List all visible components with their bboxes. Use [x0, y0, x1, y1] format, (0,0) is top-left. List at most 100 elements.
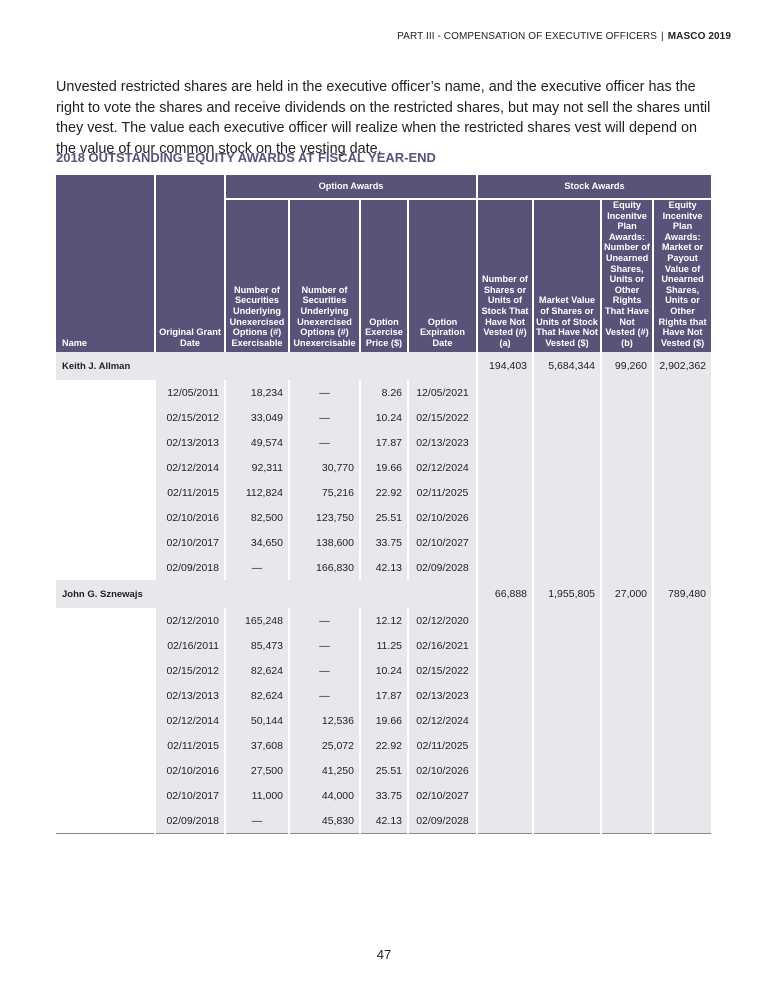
blank-cell — [56, 608, 155, 634]
empty-cell — [476, 405, 534, 431]
empty-cell — [600, 480, 654, 506]
grant-row: 02/12/2010 165,248—12.12 02/12/2020 — [56, 608, 712, 634]
cell: 99,260 — [600, 352, 654, 381]
column-header: Equity Incenitve Plan Awards: Number of … — [600, 199, 654, 353]
cell: 02/15/2022 — [406, 405, 478, 431]
empty-cell — [600, 658, 654, 684]
empty-cell — [532, 783, 602, 809]
empty-cell — [532, 708, 602, 734]
blank-cell — [56, 530, 155, 556]
empty-cell — [532, 455, 602, 481]
blank-cell — [56, 455, 155, 481]
empty-cell — [652, 758, 712, 784]
cell: 42.13 — [359, 555, 408, 581]
cell: 44,000 — [288, 783, 360, 809]
empty-cell — [476, 380, 534, 406]
empty-cell — [652, 683, 712, 709]
empty-cell — [476, 480, 534, 506]
empty-cell — [532, 633, 602, 659]
page-number: 47 — [376, 947, 392, 962]
empty-cell — [532, 430, 602, 456]
cell: 02/15/2022 — [406, 658, 478, 684]
empty-cell — [652, 505, 712, 531]
empty-cell — [652, 430, 712, 456]
cell: 02/10/2017 — [154, 783, 225, 809]
intro-paragraph: Unvested restricted shares are held in t… — [56, 79, 711, 157]
blank-cell — [56, 555, 155, 581]
empty-cell — [600, 555, 654, 581]
empty-cell — [532, 733, 602, 759]
cell: 02/16/2021 — [406, 633, 478, 659]
cell: — — [288, 405, 360, 431]
cell: 165,248 — [224, 608, 289, 634]
cell: 02/12/2014 — [154, 708, 225, 734]
empty-cell — [600, 783, 654, 809]
column-header: Number of Securities Underlying Unexerci… — [224, 199, 289, 353]
cell: 27,500 — [224, 758, 289, 784]
cell: 25.51 — [359, 505, 408, 531]
empty-cell — [652, 380, 712, 406]
cell: 11,000 — [224, 783, 289, 809]
grant-row: 02/09/2018—166,830 42.13 02/09/2028 — [56, 555, 712, 581]
cell: — — [288, 633, 360, 659]
cell: 8.26 — [359, 380, 408, 406]
grant-row: 02/10/2016 82,500 123,750 25.51 02/10/2026 — [56, 505, 712, 531]
empty-cell — [476, 808, 534, 835]
empty-cell — [532, 555, 602, 581]
empty-cell — [600, 758, 654, 784]
cell: 112,824 — [224, 480, 289, 506]
cell: 33.75 — [359, 530, 408, 556]
empty-cell — [652, 633, 712, 659]
empty-cell — [476, 683, 534, 709]
cell: 02/09/2018 — [154, 555, 225, 581]
cell: 02/13/2023 — [406, 430, 478, 456]
empty-cell — [600, 380, 654, 406]
grant-row: 02/10/2016 27,500 41,250 25.51 02/10/2026 — [56, 758, 712, 784]
cell: 02/10/2026 — [406, 505, 478, 531]
cell: 42.13 — [359, 808, 408, 835]
empty-cell — [652, 555, 712, 581]
cell: 02/12/2024 — [406, 708, 478, 734]
empty-cell — [532, 530, 602, 556]
cell: 02/12/2010 — [154, 608, 225, 634]
cell: 02/09/2028 — [406, 555, 478, 581]
cell: 02/13/2013 — [154, 683, 225, 709]
cell: 41,250 — [288, 758, 360, 784]
cell: 02/12/2024 — [406, 455, 478, 481]
cell: 02/11/2025 — [406, 480, 478, 506]
column-header: Option Expiration Date — [406, 199, 478, 353]
empty-cell — [652, 405, 712, 431]
cell: 34,650 — [224, 530, 289, 556]
cell: 17.87 — [359, 430, 408, 456]
grant-row: 02/09/2018—45,830 42.13 02/09/2028 — [56, 808, 712, 835]
blank-cell — [56, 733, 155, 759]
cell: 19.66 — [359, 708, 408, 734]
empty-cell — [652, 530, 712, 556]
grant-row: 02/15/2012 82,624—10.24 02/15/2022 — [56, 658, 712, 684]
empty-cell — [532, 608, 602, 634]
cell: 12/05/2021 — [406, 380, 478, 406]
column-header: Equity Incenitve Plan Awards: Market or … — [652, 199, 712, 353]
cell: 02/13/2023 — [406, 683, 478, 709]
column-header: Number of Shares or Units of Stock That … — [476, 199, 534, 353]
person-row: John G. Sznewajs 66,888 1,955,805 27,000 789… — [56, 580, 712, 609]
name-cell: John G. Sznewajs — [56, 580, 478, 609]
grant-row: 02/13/2013 82,624—17.87 02/13/2023 — [56, 683, 712, 709]
empty-cell — [600, 530, 654, 556]
empty-cell — [600, 405, 654, 431]
empty-cell — [532, 683, 602, 709]
cell: 02/10/2027 — [406, 783, 478, 809]
blank-cell — [56, 480, 155, 506]
empty-cell — [476, 555, 534, 581]
empty-cell — [476, 733, 534, 759]
cell: 19.66 — [359, 455, 408, 481]
empty-cell — [476, 530, 534, 556]
cell: 02/11/2015 — [154, 733, 225, 759]
grant-row: 12/05/2011 18,234—8.26 12/05/2021 — [56, 380, 712, 406]
cell: 02/11/2025 — [406, 733, 478, 759]
cell: 27,000 — [600, 580, 654, 609]
cell: 2,902,362 — [652, 352, 712, 381]
empty-cell — [476, 783, 534, 809]
cell: 02/16/2011 — [154, 633, 225, 659]
